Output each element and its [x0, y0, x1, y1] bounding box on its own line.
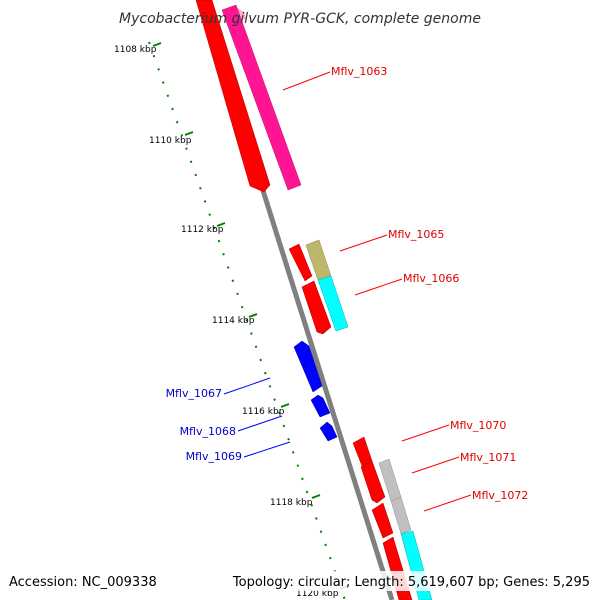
- cds-feature[interactable]: [293, 340, 323, 393]
- tick-mark-1112: [216, 222, 226, 227]
- gene-labels: Mflv_1063 Mflv_1065 Mflv_1066 Mflv_1070 …: [166, 65, 529, 502]
- gene-label-mflv-1070[interactable]: Mflv_1070: [450, 419, 506, 432]
- tick-mark-1116: [280, 403, 290, 408]
- gene-label-mflv-1069[interactable]: Mflv_1069: [186, 450, 242, 463]
- cds-feature[interactable]: [310, 394, 331, 418]
- cds-feature[interactable]: [360, 460, 386, 504]
- leader-line: [339, 234, 388, 252]
- tick-label: 1120 kbp: [296, 589, 339, 599]
- tick-label: 1112 kbp: [181, 225, 224, 235]
- tick-track: [148, 41, 346, 600]
- leader-line: [282, 71, 331, 91]
- cds-feature[interactable]: [301, 280, 332, 335]
- cds-feature[interactable]: [371, 502, 394, 539]
- map-title: Mycobacterium gilvum PYR-GCK, complete g…: [119, 11, 481, 27]
- gene-label-mflv-1068[interactable]: Mflv_1068: [180, 425, 236, 438]
- cds-feature[interactable]: [195, 0, 271, 193]
- tick-label: 1118 kbp: [270, 498, 313, 508]
- cog-feature: [221, 4, 302, 191]
- tick-mark-1114: [248, 313, 258, 318]
- leader-line: [354, 278, 403, 296]
- summary-backdrop: [257, 571, 596, 591]
- tick-label: 1116 kbp: [242, 407, 285, 417]
- gene-label-mflv-1065[interactable]: Mflv_1065: [388, 228, 444, 241]
- cog-feature: [390, 496, 412, 535]
- cds-feature[interactable]: [288, 243, 313, 282]
- gene-label-mflv-1071[interactable]: Mflv_1071: [460, 451, 516, 464]
- reverse-cds-track: [293, 340, 338, 442]
- tick-labels: 1108 kbp 1110 kbp 1112 kbp 1114 kbp 1116…: [114, 45, 339, 599]
- accession-text: Accession: NC_009338: [9, 575, 157, 590]
- gene-label-mflv-1072[interactable]: Mflv_1072: [472, 489, 528, 502]
- label-leaders: [223, 71, 472, 512]
- gene-label-mflv-1066[interactable]: Mflv_1066: [403, 272, 459, 285]
- tick-mark-1108: [152, 42, 162, 47]
- tick-label: 1108 kbp: [114, 45, 157, 55]
- gene-label-mflv-1063[interactable]: Mflv_1063: [331, 65, 387, 78]
- leader-line: [223, 377, 271, 395]
- tick-label: 1114 kbp: [212, 316, 255, 326]
- cds-feature[interactable]: [319, 421, 338, 442]
- leader-line: [411, 456, 460, 474]
- genome-summary-text: Topology: circular; Length: 5,619,607 bp…: [232, 575, 590, 590]
- accession-backdrop: [4, 571, 156, 591]
- tick-label: 1110 kbp: [149, 136, 192, 146]
- leader-line: [401, 424, 450, 442]
- leader-line: [237, 415, 283, 432]
- tick-mark-1118: [311, 494, 321, 499]
- leader-line: [243, 441, 291, 458]
- cog-feature: [317, 275, 349, 332]
- gene-label-mflv-1067[interactable]: Mflv_1067: [166, 387, 222, 400]
- tick-mark-1110: [184, 131, 194, 136]
- leader-line: [423, 494, 472, 512]
